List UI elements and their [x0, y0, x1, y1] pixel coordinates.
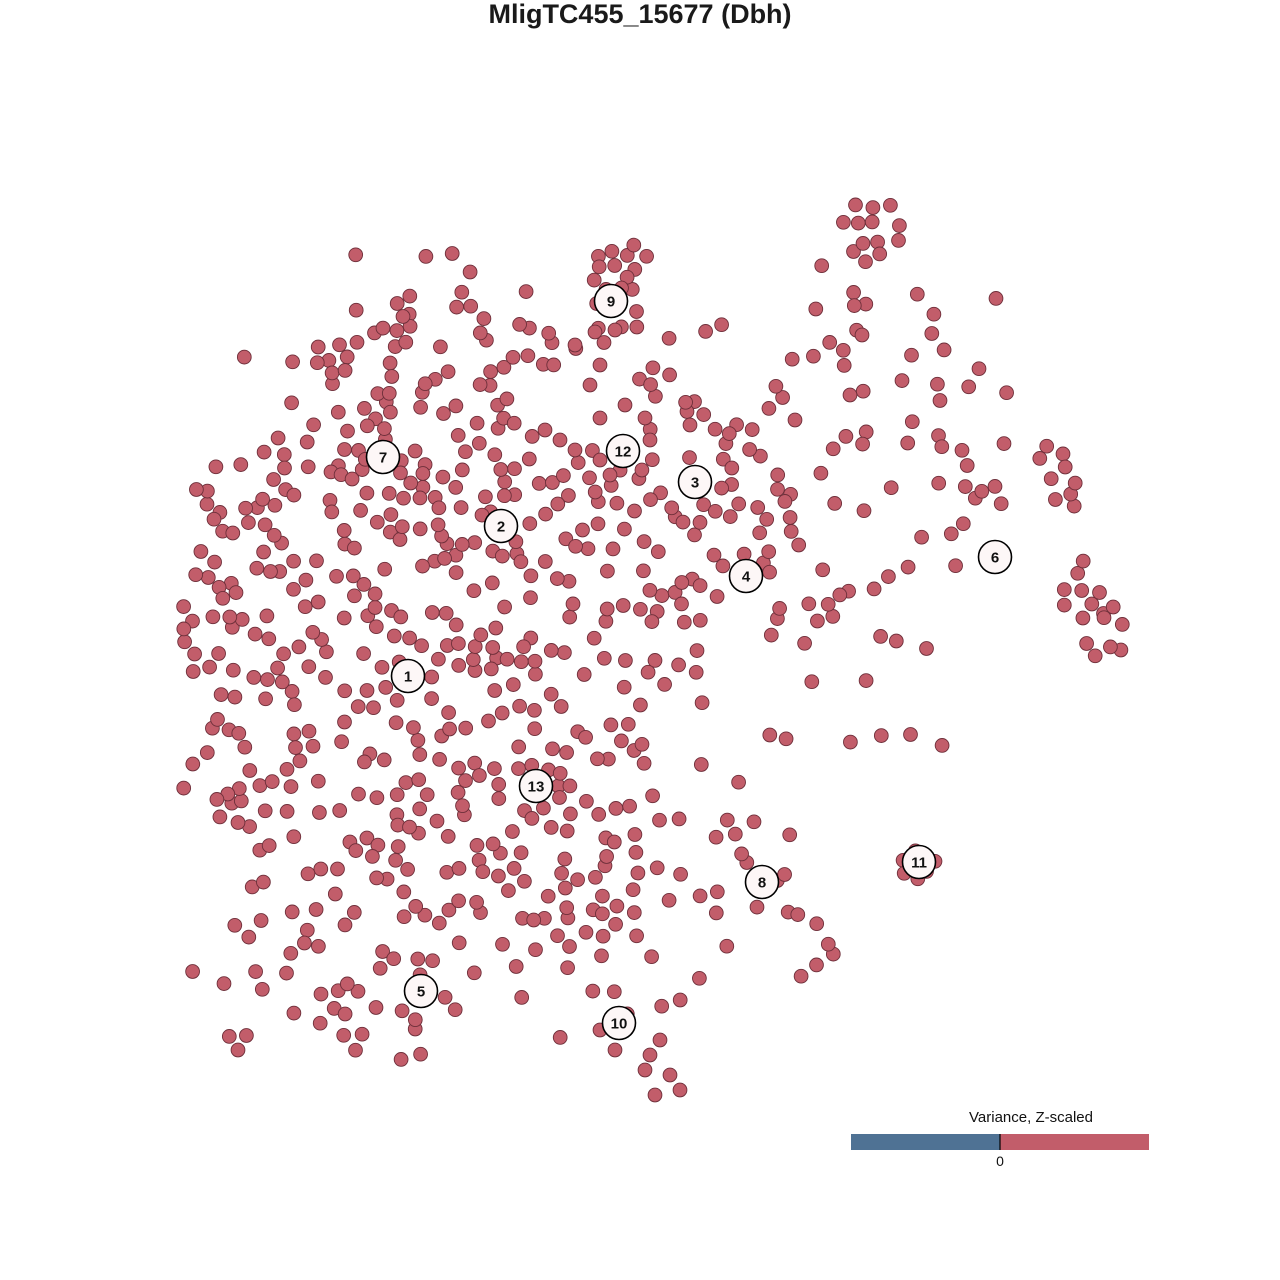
svg-text:6: 6	[991, 550, 999, 567]
svg-text:13: 13	[528, 779, 545, 796]
svg-text:0: 0	[996, 1153, 1004, 1169]
svg-text:2: 2	[497, 519, 505, 536]
svg-text:MligTC455_15677 (Dbh): MligTC455_15677 (Dbh)	[488, 0, 791, 29]
svg-text:12: 12	[615, 444, 632, 461]
svg-text:4: 4	[742, 569, 751, 586]
svg-text:8: 8	[758, 875, 766, 892]
svg-text:5: 5	[417, 984, 425, 1001]
svg-text:7: 7	[379, 450, 387, 467]
svg-text:10: 10	[611, 1016, 628, 1033]
svg-text:9: 9	[607, 294, 615, 311]
svg-text:Variance, Z-scaled: Variance, Z-scaled	[969, 1109, 1093, 1126]
svg-text:3: 3	[691, 475, 699, 492]
svg-text:11: 11	[911, 855, 927, 872]
svg-text:1: 1	[404, 669, 412, 686]
